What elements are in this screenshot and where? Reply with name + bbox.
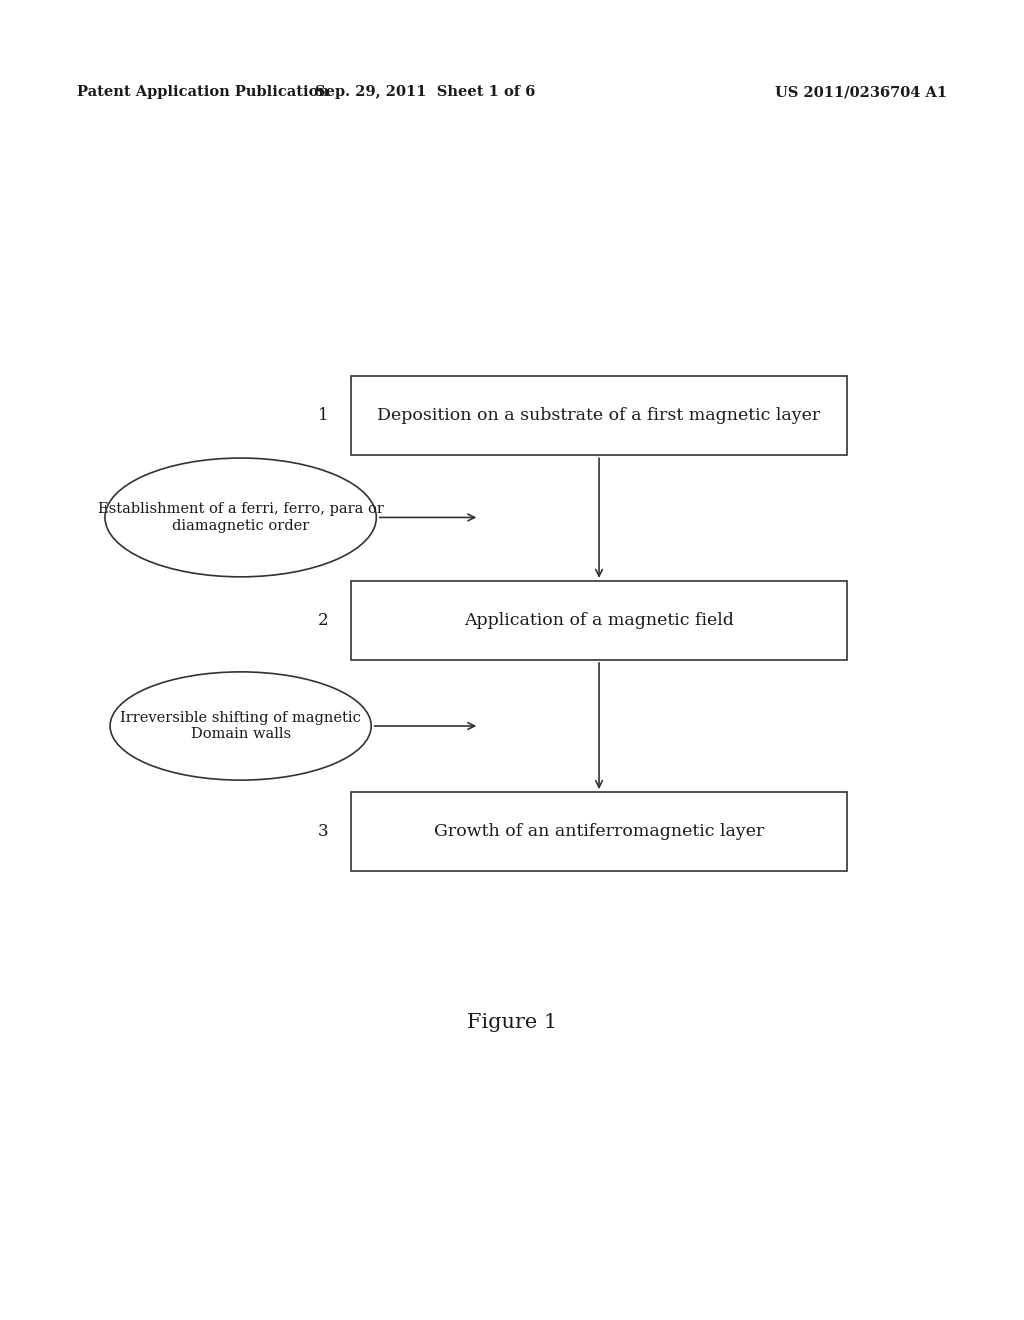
Text: Deposition on a substrate of a first magnetic layer: Deposition on a substrate of a first mag… [378,408,820,424]
Text: Establishment of a ferri, ferro, para or
diamagnetic order: Establishment of a ferri, ferro, para or… [97,503,384,532]
FancyBboxPatch shape [350,581,847,660]
FancyBboxPatch shape [350,376,847,455]
Text: Figure 1: Figure 1 [467,1014,557,1032]
Ellipse shape [110,672,371,780]
FancyBboxPatch shape [350,792,847,871]
Text: Growth of an antiferromagnetic layer: Growth of an antiferromagnetic layer [434,824,764,840]
Ellipse shape [104,458,377,577]
Text: Application of a magnetic field: Application of a magnetic field [464,612,734,628]
Text: Sep. 29, 2011  Sheet 1 of 6: Sep. 29, 2011 Sheet 1 of 6 [314,86,536,99]
Text: Patent Application Publication: Patent Application Publication [77,86,329,99]
Text: 3: 3 [317,824,328,840]
Text: Irreversible shifting of magnetic
Domain walls: Irreversible shifting of magnetic Domain… [120,711,361,741]
Text: US 2011/0236704 A1: US 2011/0236704 A1 [775,86,947,99]
Text: 2: 2 [317,612,328,628]
Text: 1: 1 [317,408,328,424]
